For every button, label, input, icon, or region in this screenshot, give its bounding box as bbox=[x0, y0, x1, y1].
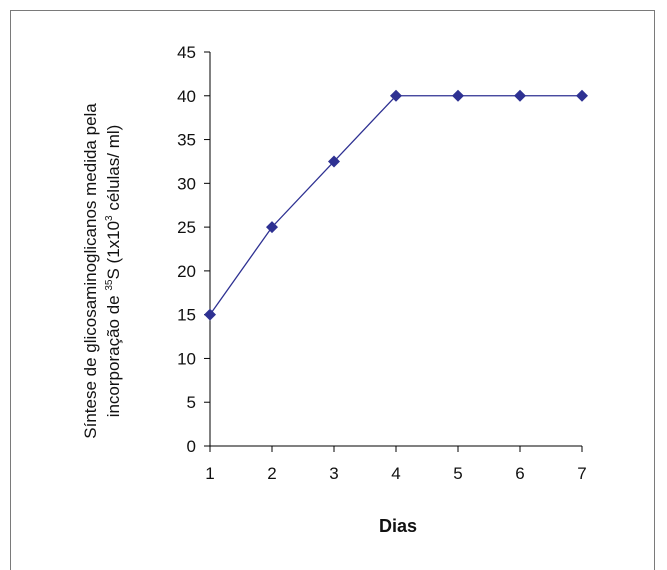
y-tick-label: 35 bbox=[177, 131, 196, 150]
ylabel-part-post: células/ ml) bbox=[104, 125, 123, 216]
series-line bbox=[209, 95, 582, 316]
ylabel-part-mid: S (1x10 bbox=[104, 221, 123, 280]
data-point bbox=[328, 155, 340, 168]
x-tick-label: 2 bbox=[267, 464, 276, 483]
x-tick-label: 3 bbox=[329, 464, 338, 483]
ylabel-part-pre: incorporação de bbox=[104, 291, 123, 418]
x-tick-labels: 1 2 3 4 5 6 7 bbox=[205, 464, 586, 483]
data-point bbox=[266, 221, 278, 234]
x-tick-label: 6 bbox=[515, 464, 524, 483]
x-tick-label: 5 bbox=[453, 464, 462, 483]
y-tick-labels: 0 5 10 15 20 25 30 35 40 45 bbox=[177, 43, 196, 456]
y-tick-label: 30 bbox=[177, 174, 196, 193]
y-axis-title-line-2: incorporação de 35S (1x103 células/ ml) bbox=[104, 125, 123, 418]
data-point bbox=[514, 89, 526, 102]
y-tick-label: 15 bbox=[177, 306, 196, 325]
y-tick-label: 0 bbox=[187, 437, 196, 456]
series-group bbox=[204, 89, 588, 321]
data-point bbox=[204, 308, 216, 321]
x-tick-label: 7 bbox=[577, 464, 586, 483]
y-axis-title-line-1: Síntese de glicosaminoglicanos medida pe… bbox=[81, 103, 100, 439]
y-tick-label: 25 bbox=[177, 218, 196, 237]
ylabel-sup-35: 35 bbox=[104, 279, 115, 291]
x-axis-title: Dias bbox=[379, 516, 417, 536]
y-tick-label: 10 bbox=[177, 349, 196, 368]
y-tick-label: 20 bbox=[177, 262, 196, 281]
y-tick-label: 5 bbox=[187, 393, 196, 412]
y-tick-label: 45 bbox=[177, 43, 196, 62]
data-point bbox=[452, 89, 464, 102]
y-tick-label: 40 bbox=[177, 87, 196, 106]
chart-frame bbox=[10, 10, 655, 570]
x-tick-label: 4 bbox=[391, 464, 400, 483]
data-point bbox=[390, 89, 402, 102]
x-tick-label: 1 bbox=[205, 464, 214, 483]
axes bbox=[204, 51, 583, 452]
ylabel-sup-3: 3 bbox=[104, 215, 115, 221]
data-point bbox=[576, 89, 588, 102]
